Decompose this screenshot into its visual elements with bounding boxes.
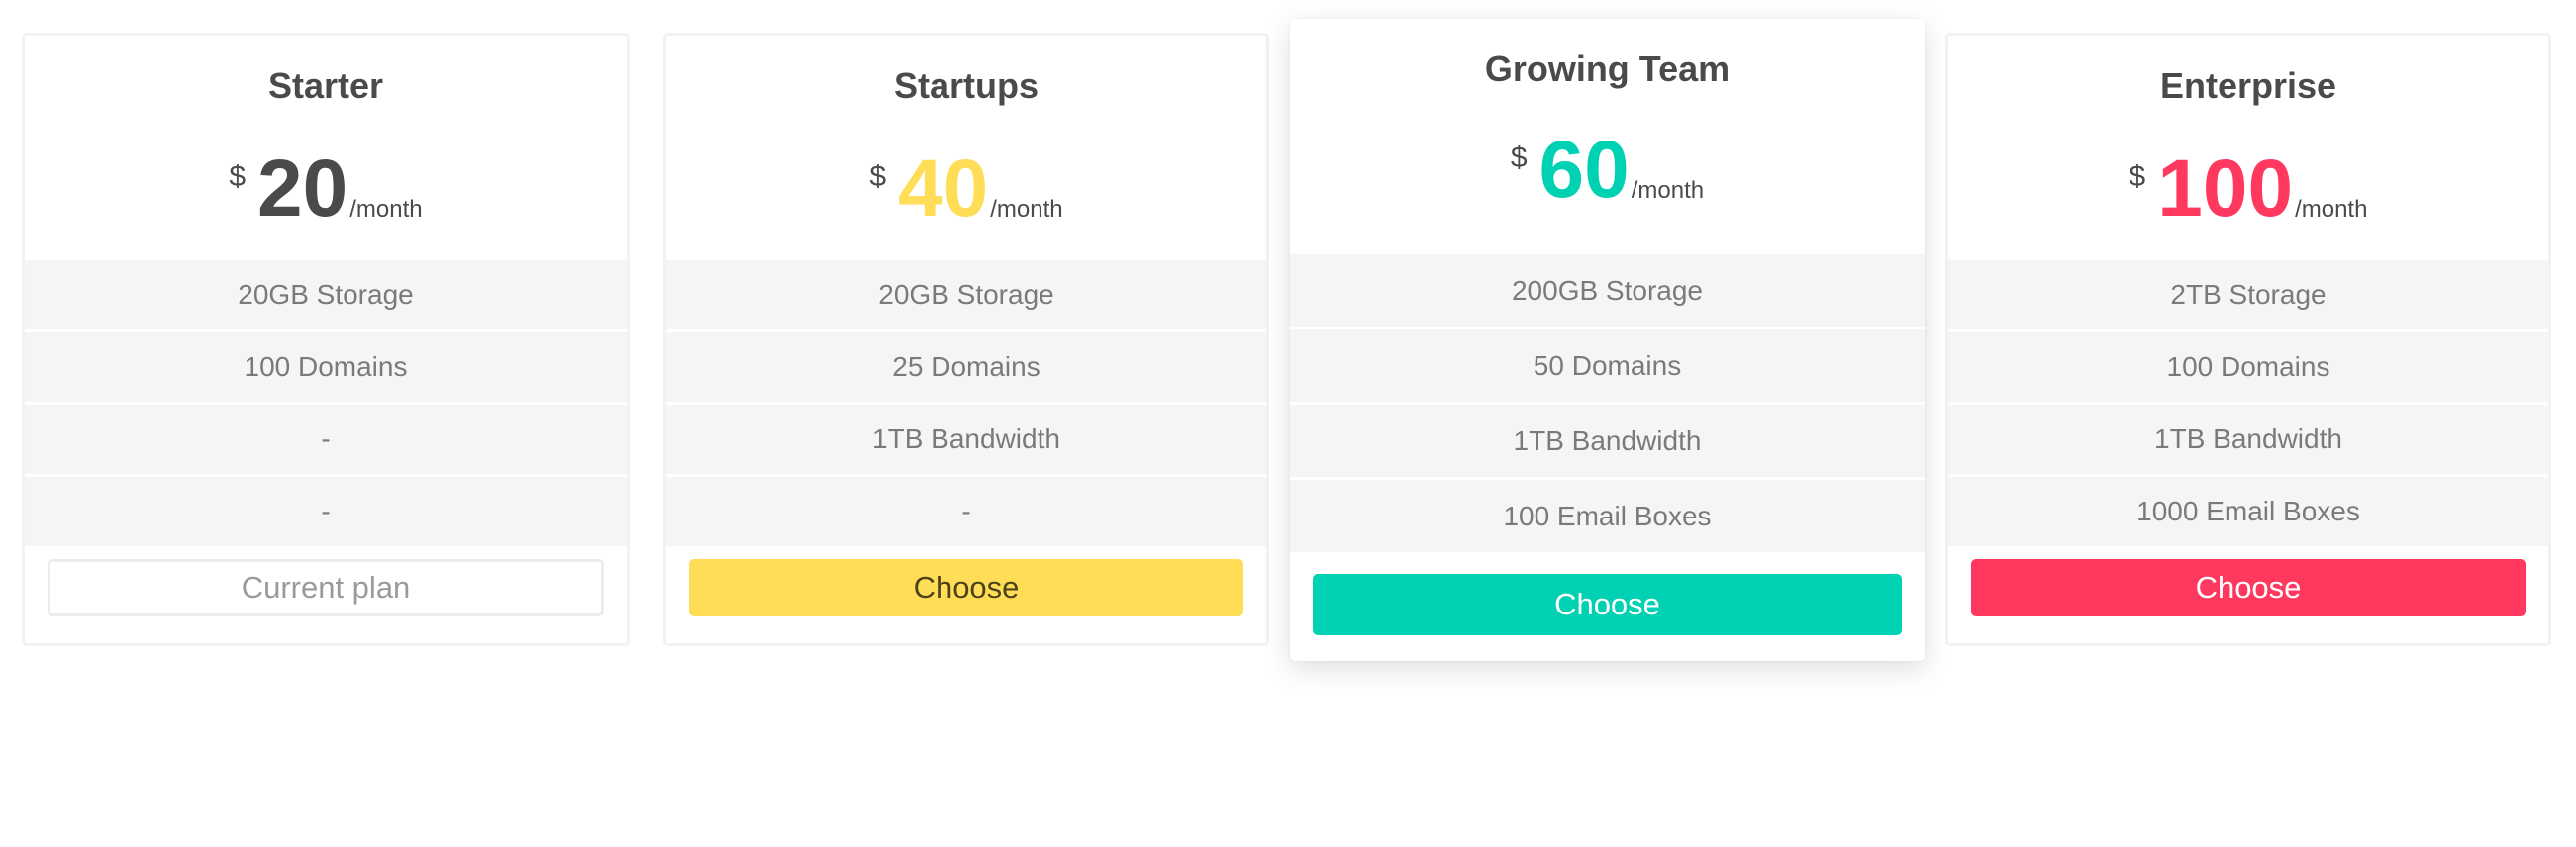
current-plan-button[interactable]: Current plan — [48, 559, 604, 616]
currency-symbol: $ — [1510, 141, 1528, 174]
plan-title: Growing Team — [1484, 48, 1731, 89]
feature-row: - — [25, 477, 627, 549]
feature-row: - — [666, 477, 1266, 549]
plan-title: Enterprise — [2159, 65, 2337, 106]
feature-row: 25 Domains — [666, 332, 1266, 405]
feature-row: 1TB Bandwidth — [1948, 405, 2548, 477]
plan-card-startups: Startups $ 40 /month 20GB Storage 25 Doma… — [663, 33, 1269, 646]
plan-price: $ 40 /month — [666, 143, 1266, 234]
feature-row: 1TB Bandwidth — [666, 405, 1266, 477]
price-amount: 20 — [257, 143, 348, 234]
choose-button[interactable]: Choose — [1971, 559, 2526, 616]
feature-row: 50 Domains — [1290, 329, 1925, 405]
plan-card-enterprise: Enterprise $ 100 /month 2TB Storage 100 D… — [1945, 33, 2551, 646]
plan-header: Startups $ 40 /month — [666, 36, 1266, 260]
plan-title: Starter — [267, 65, 384, 106]
choose-button[interactable]: Choose — [689, 559, 1243, 616]
feature-row: 200GB Storage — [1290, 254, 1925, 329]
feature-row: 1000 Email Boxes — [1948, 477, 2548, 549]
plan-card-growing-team: Growing Team $ 60 /month 200GB Storage 50… — [1290, 19, 1925, 661]
price-amount: 100 — [2157, 143, 2294, 234]
feature-row: 2TB Storage — [1948, 260, 2548, 332]
currency-symbol: $ — [229, 160, 247, 193]
feature-row: 100 Email Boxes — [1290, 480, 1925, 555]
price-amount: 40 — [898, 143, 989, 234]
plan-title: Startups — [893, 65, 1040, 106]
price-amount: 60 — [1538, 125, 1630, 215]
plan-price: $ 60 /month — [1290, 125, 1925, 215]
price-period: /month — [990, 195, 1063, 223]
feature-row: 20GB Storage — [666, 260, 1266, 332]
plan-card-starter: Starter $ 20 /month 20GB Storage 100 Doma… — [22, 33, 630, 646]
feature-row: 1TB Bandwidth — [1290, 405, 1925, 480]
feature-row: 100 Domains — [1948, 332, 2548, 405]
plan-price: $ 20 /month — [25, 143, 627, 234]
price-period: /month — [1631, 176, 1705, 204]
feature-row: 20GB Storage — [25, 260, 627, 332]
feature-row: - — [25, 405, 627, 477]
currency-symbol: $ — [2129, 160, 2146, 193]
plan-price: $ 100 /month — [1948, 143, 2548, 234]
price-period: /month — [2295, 195, 2368, 223]
price-period: /month — [349, 195, 423, 223]
plan-header: Enterprise $ 100 /month — [1948, 36, 2548, 260]
currency-symbol: $ — [869, 160, 887, 193]
plan-header: Growing Team $ 60 /month — [1290, 19, 1925, 254]
choose-button[interactable]: Choose — [1313, 574, 1902, 635]
feature-row: 100 Domains — [25, 332, 627, 405]
plan-header: Starter $ 20 /month — [25, 36, 627, 260]
